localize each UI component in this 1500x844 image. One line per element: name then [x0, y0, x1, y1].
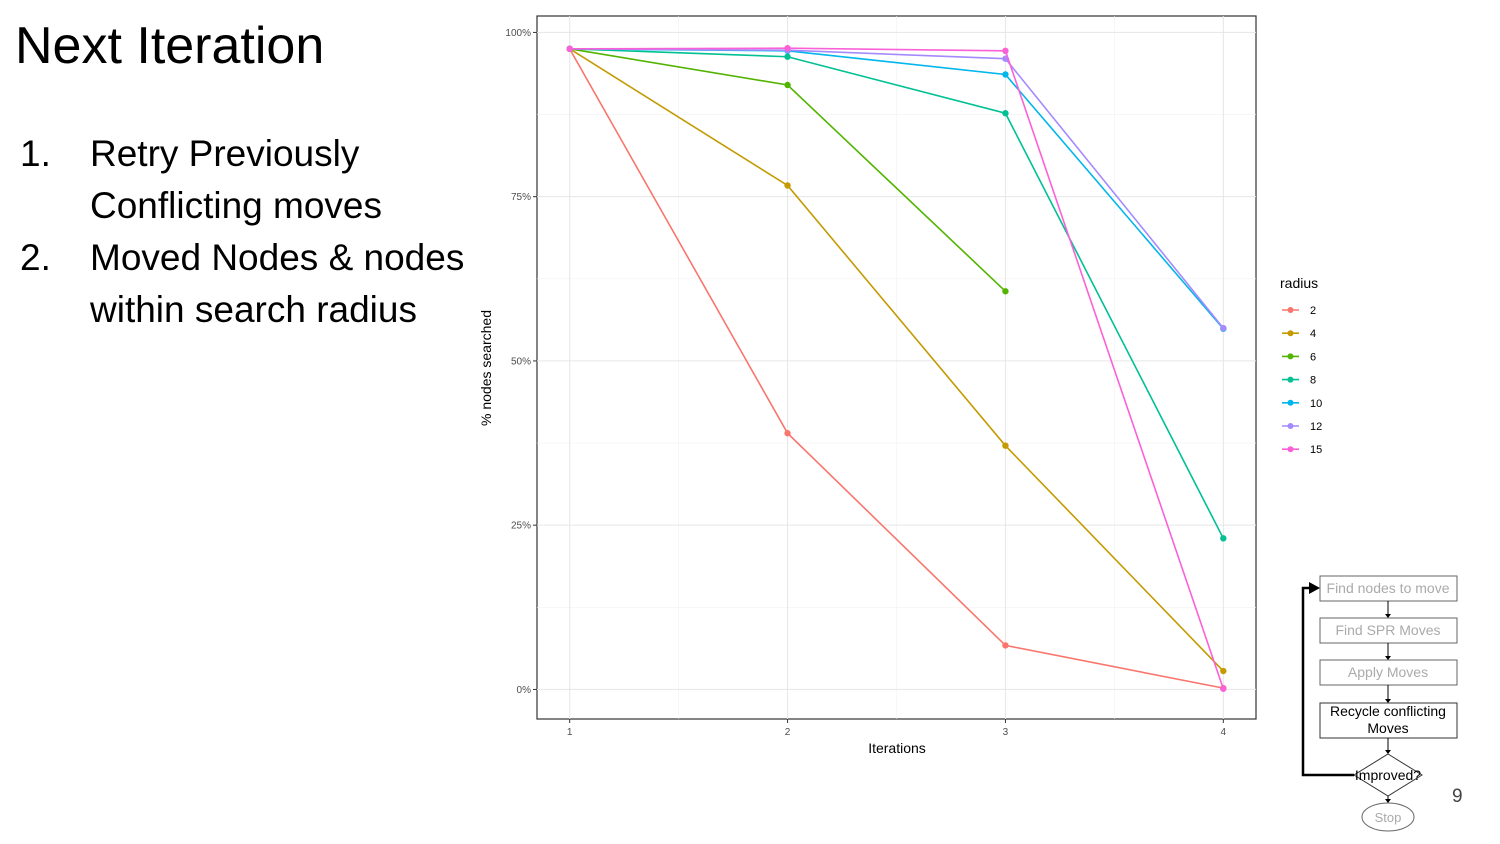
y-tick-label: 100%: [505, 28, 531, 39]
data-point-radius-8: [1220, 535, 1227, 542]
bullet-number: 2.: [20, 237, 51, 278]
data-point-radius-8: [784, 53, 791, 60]
legend-key-dot: [1287, 446, 1294, 453]
line-chart: 0%25%50%75%100%1 2 3 4 Iterations % nodes s…: [478, 15, 1322, 756]
legend-label: 12: [1310, 421, 1322, 433]
bullet-text: Moved Nodes & nodes within search radius: [90, 237, 465, 330]
y-tick-label: 75%: [511, 192, 531, 203]
y-axis-label: % nodes searched: [478, 310, 494, 426]
data-point-radius-4: [784, 182, 791, 189]
y-tick-label: 0%: [517, 685, 532, 696]
bullet-number: 1.: [20, 133, 51, 174]
data-point-radius-6: [1002, 288, 1009, 295]
data-point-radius-4: [1220, 667, 1227, 675]
legend-label: 8: [1310, 375, 1316, 387]
legend-label: 10: [1310, 398, 1322, 410]
data-point-radius-12: [1220, 324, 1227, 332]
legend: radius 2 4 6 8 10 12 15: [1280, 275, 1322, 456]
bullet-text: Retry Previously Conflicting moves: [90, 133, 383, 226]
loop-arrowhead: [1309, 582, 1320, 594]
legend-key-dot: [1287, 376, 1294, 383]
data-point-radius-2: [1002, 642, 1009, 649]
legend-label: 6: [1310, 351, 1316, 363]
bullet-item: 2. Moved Nodes & nodes within search rad…: [20, 232, 490, 336]
data-point-radius-15: [566, 45, 573, 53]
data-point-radius-2: [784, 430, 791, 437]
flow-arrowheads: [1385, 614, 1391, 803]
recycle-label-line2: Moves: [1367, 720, 1408, 736]
legend-key-dot: [1287, 307, 1294, 313]
data-point-radius-10: [1002, 71, 1009, 78]
data-point-radius-6: [784, 81, 791, 89]
data-point-radius-15: [1002, 47, 1009, 55]
data-point-radius-4: [1002, 442, 1009, 449]
recycle-label-line1: Recycle conflicting: [1330, 703, 1446, 719]
series-line-radius-2: [568, 48, 1224, 689]
legend-key-dot: [1287, 399, 1294, 406]
flow-step-label: Find nodes to move: [1327, 580, 1450, 596]
x-tick-label: 2: [785, 727, 791, 738]
flow-step-label: Apply Moves: [1348, 664, 1428, 680]
data-point-radius-15: [1220, 685, 1227, 692]
grid-lines: [537, 16, 1256, 719]
slide-title: Next Iteration: [15, 17, 325, 75]
series-line-radius-4: [569, 48, 1224, 672]
stop-label: Stop: [1375, 810, 1402, 825]
loop-back-arrow: [1301, 586, 1354, 777]
y-tick-label: 50%: [511, 356, 531, 367]
legend-key-dot: [1287, 330, 1294, 337]
flowchart: Find nodes to move Find SPR Moves Apply …: [1301, 575, 1458, 832]
page-number: 9: [1452, 786, 1463, 807]
series-line-radius-8: [569, 48, 1225, 539]
legend-label: 2: [1310, 305, 1316, 317]
x-tick-label: 4: [1221, 727, 1227, 738]
legend-key-dot: [1287, 423, 1294, 429]
y-tick-label: 25%: [511, 521, 531, 532]
legend-label: 15: [1310, 444, 1322, 456]
data-point-radius-8: [1002, 110, 1009, 117]
axes-group: 0% 25% 50% 75% 100% 1 2 3 4: [505, 28, 1226, 738]
x-tick-label: 1: [567, 727, 573, 738]
decision-label: Improved?: [1355, 767, 1421, 783]
legend-title: radius: [1280, 275, 1318, 291]
bullet-item: 1. Retry Previously Conflicting moves: [20, 128, 490, 232]
legend-key-dot: [1287, 353, 1294, 360]
bullet-list: 1. Retry Previously Conflicting moves 2.…: [20, 128, 490, 336]
series-group: [566, 44, 1227, 692]
data-point-radius-15: [784, 44, 791, 52]
series-line-radius-12: [569, 48, 1224, 329]
series-line-radius-15: [569, 47, 1225, 690]
x-tick-label: 3: [1003, 727, 1009, 738]
legend-label: 4: [1310, 328, 1316, 340]
flow-step-label: Find SPR Moves: [1335, 622, 1440, 638]
x-axis-label: Iterations: [868, 740, 926, 756]
